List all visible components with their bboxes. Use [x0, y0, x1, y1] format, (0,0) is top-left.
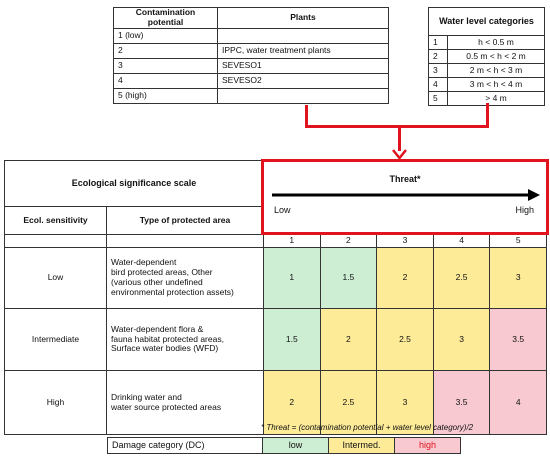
damage-cell: 2.5	[376, 308, 434, 371]
contam-plants	[217, 27, 389, 44]
legend-intermed: Intermed.	[328, 437, 395, 454]
connector-right-vertical	[486, 103, 489, 127]
damage-cell: 4	[489, 370, 547, 435]
protected-area-type: Water-dependent flora & fauna habitat pr…	[106, 308, 264, 371]
water-level-num: 2	[428, 49, 448, 64]
damage-cell: 3	[489, 247, 547, 309]
type-line: water source protected areas	[111, 401, 222, 412]
damage-cell: 3.5	[432, 370, 491, 435]
water-level-num: 3	[428, 63, 448, 78]
water-level-num: 4	[428, 77, 448, 92]
contam-plants: SEVESO1	[217, 57, 389, 74]
col-sensitivity-header: Ecol. sensitivity	[4, 206, 107, 235]
contam-level: 2	[113, 42, 218, 59]
legend-low: low	[262, 437, 329, 454]
threat-highlight-box	[261, 159, 549, 235]
threat-level: 1	[263, 234, 321, 248]
contam-level: 4	[113, 72, 218, 89]
damage-cell: 1	[263, 247, 321, 309]
connector-stem	[398, 125, 401, 151]
ecological-significance-table: Ecological significance scale Threat* Lo…	[4, 160, 547, 435]
sensitivity-intermediate: Intermediate	[4, 308, 107, 371]
damage-cell: 1.5	[319, 247, 378, 309]
damage-cell: 2	[319, 308, 378, 371]
col-type-header: Type of protected area	[106, 206, 264, 235]
contamination-header: Contamination potential	[113, 7, 218, 29]
water-level-range: 2 m < h < 3 m	[447, 63, 545, 78]
type-line: Water-dependent	[111, 257, 177, 268]
sensitivity-high: High	[4, 370, 107, 435]
damage-cell: 3.5	[489, 308, 547, 371]
plants-header: Plants	[217, 7, 389, 29]
contam-plants	[217, 87, 389, 104]
threat-level: 3	[376, 234, 434, 248]
damage-category-legend: Damage category (DC) low Intermed. high	[107, 437, 461, 454]
damage-cell: 1.5	[263, 308, 321, 371]
contamination-potential-table: Contamination potential Plants 1 (low) 2…	[113, 7, 389, 104]
blank-cell	[106, 234, 264, 248]
water-level-num: 1	[428, 35, 448, 50]
threat-level: 2	[319, 234, 378, 248]
legend-label: Damage category (DC)	[107, 437, 263, 454]
sensitivity-low: Low	[4, 247, 107, 309]
connector-horizontal	[305, 125, 489, 128]
threat-high-label: High	[515, 205, 534, 215]
water-level-range: h < 0.5 m	[447, 35, 545, 50]
scale-title: Ecological significance scale	[4, 160, 264, 207]
protected-area-type: Water-dependent bird protected areas, Ot…	[106, 247, 264, 309]
water-level-range: 3 m < h < 4 m	[447, 77, 545, 92]
threat-level: 5	[489, 234, 547, 248]
type-line: bird protected areas, Other	[111, 267, 213, 278]
type-line: (various other undefined	[111, 277, 203, 287]
connector-left-vertical	[305, 105, 308, 127]
contam-plants: IPPC, water treatment plants	[217, 42, 389, 59]
type-line: Water-dependent flora &	[111, 323, 204, 334]
protected-area-type: Drinking water and water source protecte…	[106, 370, 264, 435]
connector-arrow-icon	[392, 149, 407, 160]
water-level-range: > 4 m	[447, 91, 545, 106]
blank-cell	[4, 234, 107, 248]
threat-arrow-icon	[272, 189, 540, 201]
contam-level: 1 (low)	[113, 27, 218, 44]
type-line: Drinking water and	[111, 391, 182, 402]
damage-cell: 3	[432, 308, 491, 371]
threat-header-cell: Threat* Low High	[263, 160, 547, 235]
type-line: Surface water bodies (WFD)	[111, 343, 219, 354]
contam-plants: SEVESO2	[217, 72, 389, 89]
type-line: environmental protection assets)	[111, 286, 234, 297]
water-level-title: Water level categories	[428, 7, 545, 36]
threat-footnote: * Threat = (contamination potential + wa…	[261, 423, 474, 432]
threat-low-label: Low	[274, 205, 291, 215]
threat-level: 4	[432, 234, 491, 248]
damage-cell: 2	[263, 370, 321, 435]
contam-level: 5 (high)	[113, 87, 218, 104]
threat-title: Threat*	[389, 174, 421, 184]
damage-cell: 2	[376, 247, 434, 309]
contam-level: 3	[113, 57, 218, 74]
water-level-num: 5	[428, 91, 448, 106]
damage-cell: 2.5	[432, 247, 491, 309]
legend-high: high	[394, 437, 461, 454]
type-line: fauna habitat protected areas,	[111, 333, 224, 344]
water-level-range: 0.5 m < h < 2 m	[447, 49, 545, 64]
